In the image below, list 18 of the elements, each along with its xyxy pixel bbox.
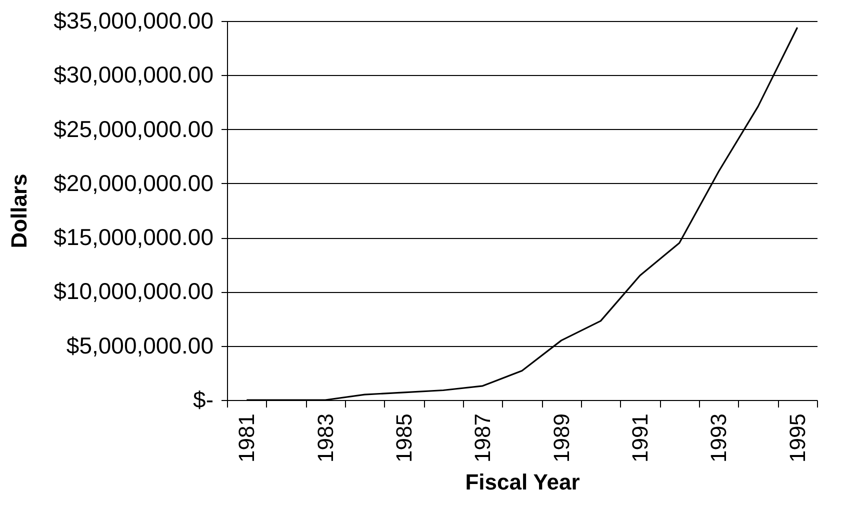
y-tick-label: $5,000,000.00 (66, 332, 214, 358)
x-tick-label: 1983 (312, 414, 338, 462)
y-tick-label: $25,000,000.00 (54, 116, 214, 142)
y-axis-title: Dollars (6, 174, 32, 248)
y-tick-label: $20,000,000.00 (54, 170, 214, 196)
x-tick-label: 1987 (470, 414, 496, 462)
y-tick-label: $35,000,000.00 (54, 8, 214, 34)
x-tick-label: 1995 (784, 414, 810, 462)
x-tick-label: 1993 (706, 414, 732, 462)
x-axis-title: Fiscal Year (465, 469, 580, 494)
y-tick-label: $- (193, 386, 214, 412)
y-tick-label: $30,000,000.00 (54, 62, 214, 88)
x-tick-label: 1981 (234, 414, 260, 462)
x-tick-label: 1989 (548, 414, 574, 462)
x-tick-label: 1991 (628, 414, 652, 462)
x-tick-label: 1985 (392, 414, 416, 462)
y-tick-label: $15,000,000.00 (54, 224, 214, 250)
y-tick-label: $10,000,000.00 (54, 278, 214, 304)
